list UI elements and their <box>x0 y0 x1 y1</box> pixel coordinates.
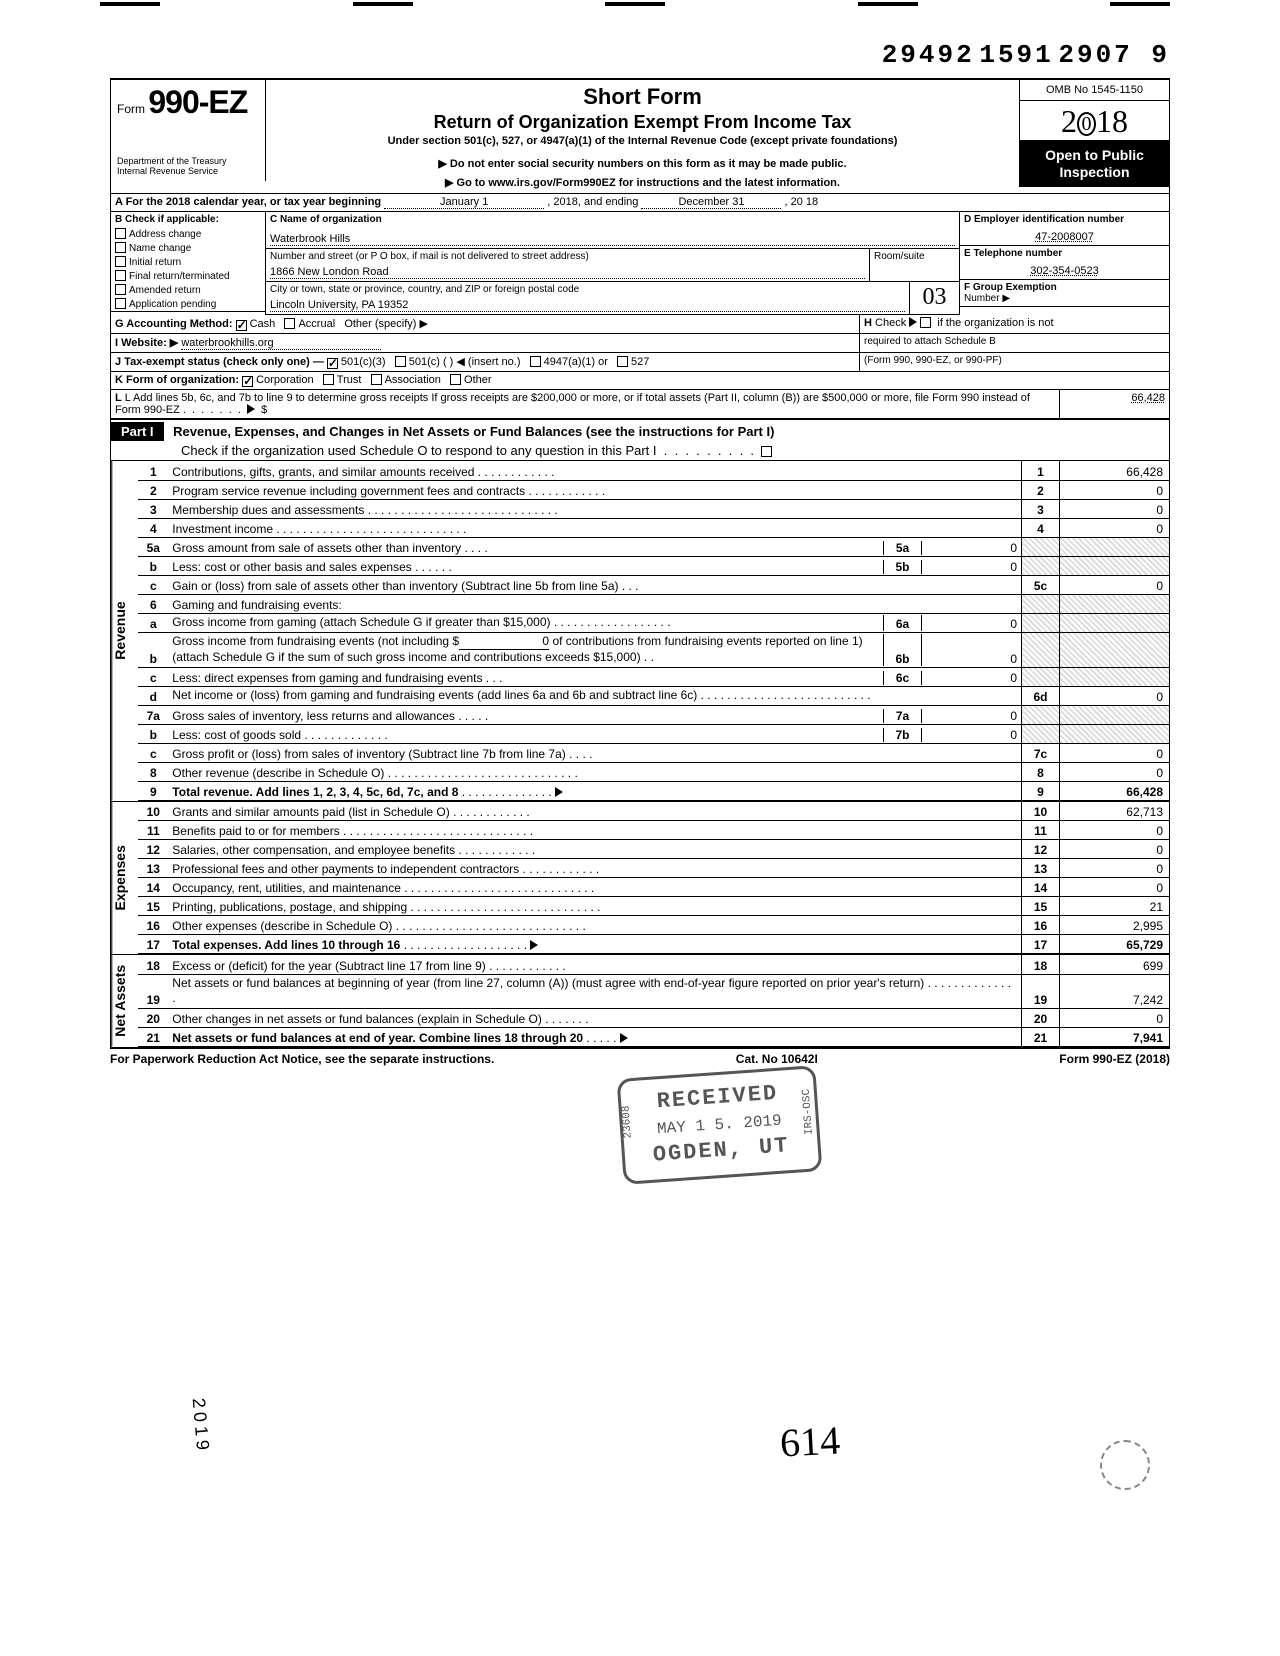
line-a-mid: , 2018, and ending <box>547 196 638 208</box>
room-label: Room/suite <box>874 251 955 262</box>
line-a-label: A For the 2018 calendar year, or tax yea… <box>115 196 381 208</box>
tax-year: 2018 <box>1020 101 1169 141</box>
line-1-value: 66,428 <box>1060 461 1170 480</box>
box-d-label: D Employer identification number <box>964 214 1165 225</box>
line-8-value: 0 <box>1060 762 1170 781</box>
checkbox-other-org[interactable] <box>450 374 461 385</box>
line-k: K Form of organization: <box>115 374 239 386</box>
line-20-value: 0 <box>1060 1008 1170 1027</box>
part-i-title: Revenue, Expenses, and Changes in Net As… <box>167 424 774 439</box>
line-21-value: 7,941 <box>1060 1027 1170 1046</box>
org-name[interactable]: Waterbrook Hills <box>270 233 955 246</box>
checkbox-4947[interactable] <box>530 356 541 367</box>
line-5c-value: 0 <box>1060 575 1170 594</box>
checkbox-527[interactable] <box>617 356 628 367</box>
line-13-value: 0 <box>1060 859 1170 878</box>
handwritten-614: 614 <box>779 1416 841 1466</box>
page-footer: For Paperwork Reduction Act Notice, see … <box>110 1049 1170 1069</box>
checkbox-name-change[interactable] <box>115 242 126 253</box>
checkbox-initial-return[interactable] <box>115 256 126 267</box>
line-6d-value: 0 <box>1060 686 1170 705</box>
year-begin[interactable]: January 1 <box>384 196 544 209</box>
line-10-value: 62,713 <box>1060 802 1170 821</box>
revenue-table: 1Contributions, gifts, grants, and simil… <box>138 461 1170 801</box>
checkbox-schedule-o[interactable] <box>761 446 772 457</box>
box-c-label: C Name of organization <box>270 214 955 225</box>
expenses-table: 10Grants and similar amounts paid (list … <box>138 802 1170 955</box>
box-b-header: B Check if applicable: <box>111 212 265 227</box>
line-16-value: 2,995 <box>1060 916 1170 935</box>
hint-url: ▶ Go to www.irs.gov/Form990EZ for instru… <box>272 176 1013 189</box>
checkbox-501c[interactable] <box>395 356 406 367</box>
year-end[interactable]: December 31 <box>641 196 781 209</box>
box-f-label: F Group Exemption <box>964 282 1165 293</box>
checkbox-schedule-b[interactable] <box>920 317 931 328</box>
city-label: City or town, state or province, country… <box>270 284 905 295</box>
checkbox-501c3[interactable] <box>327 358 338 369</box>
dept-line2: Internal Revenue Service <box>117 167 259 177</box>
line-14-value: 0 <box>1060 878 1170 897</box>
checkbox-cash[interactable] <box>236 320 247 331</box>
form-header: Form 990-EZ Department of the Treasury I… <box>110 78 1170 194</box>
website[interactable]: waterbrookhills.org <box>181 337 381 350</box>
box-e-label: E Telephone number <box>964 248 1165 259</box>
line-19-value: 7,242 <box>1060 974 1170 1008</box>
omb-number: OMB No 1545-1150 <box>1020 80 1169 101</box>
line-l-value: 66,428 <box>1059 390 1169 418</box>
org-city[interactable]: Lincoln University, PA 19352 <box>270 299 905 312</box>
line-7c-value: 0 <box>1060 743 1170 762</box>
part-i-check-text: Check if the organization used Schedule … <box>181 443 657 458</box>
document-id: 29492 1591 2907 9 <box>110 40 1170 70</box>
net-assets-table: 18Excess or (deficit) for the year (Subt… <box>138 955 1170 1047</box>
checkbox-address-change[interactable] <box>115 228 126 239</box>
line-2-value: 0 <box>1060 480 1170 499</box>
box-f-label2: Number ▶ <box>964 293 1165 304</box>
line-11-value: 0 <box>1060 821 1170 840</box>
line-18-value: 699 <box>1060 955 1170 974</box>
checkbox-association[interactable] <box>371 374 382 385</box>
title-return: Return of Organization Exempt From Incom… <box>272 112 1013 133</box>
line-17-value: 65,729 <box>1060 935 1170 954</box>
handwritten-2019: 2019 <box>188 1397 214 1455</box>
org-address[interactable]: 1866 New London Road <box>270 266 865 279</box>
ein[interactable]: 47-2008007 <box>964 231 1165 243</box>
line-3-value: 0 <box>1060 499 1170 518</box>
revenue-label: Revenue <box>111 461 138 801</box>
footer-left: For Paperwork Reduction Act Notice, see … <box>110 1052 494 1066</box>
line-12-value: 0 <box>1060 840 1170 859</box>
checkbox-trust[interactable] <box>323 374 334 385</box>
line-9-value: 66,428 <box>1060 781 1170 800</box>
line-a-yr: , 20 18 <box>785 196 819 208</box>
checkbox-final-return[interactable] <box>115 270 126 281</box>
hint-ssn: ▶ Do not enter social security numbers o… <box>272 157 1013 170</box>
expenses-label: Expenses <box>111 802 138 955</box>
handwritten-03: 03 <box>909 282 959 314</box>
net-assets-label: Net Assets <box>111 955 138 1047</box>
open-to-public: Open to Public Inspection <box>1020 141 1169 187</box>
line-4-value: 0 <box>1060 518 1170 537</box>
line-i: I Website: ▶ <box>115 337 178 349</box>
telephone[interactable]: 302-354-0523 <box>964 265 1165 277</box>
checkbox-corporation[interactable] <box>242 376 253 387</box>
form-number: 990-EZ <box>148 84 247 120</box>
footer-mid: Cat. No 10642I <box>736 1052 818 1066</box>
checkbox-accrual[interactable] <box>284 318 295 329</box>
swirl-mark <box>1100 1440 1150 1490</box>
checkbox-application-pending[interactable] <box>115 298 126 309</box>
line-j: J Tax-exempt status (check only one) — <box>115 356 324 368</box>
title-short-form: Short Form <box>272 84 1013 110</box>
checkbox-amended[interactable] <box>115 284 126 295</box>
part-i-label: Part I <box>111 422 164 441</box>
footer-right: Form 990-EZ (2018) <box>1059 1052 1170 1066</box>
form-prefix: Form <box>117 102 145 116</box>
line-15-value: 21 <box>1060 897 1170 916</box>
line-g: G Accounting Method: <box>115 318 233 330</box>
subtitle: Under section 501(c), 527, or 4947(a)(1)… <box>272 135 1013 147</box>
addr-label: Number and street (or P O box, if mail i… <box>270 251 865 262</box>
